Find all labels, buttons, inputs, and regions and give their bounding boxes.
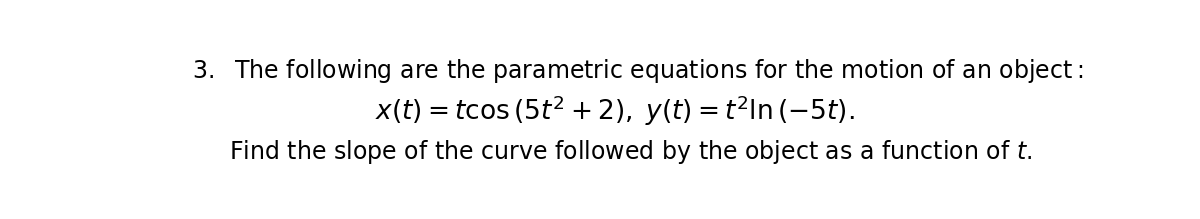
Text: $3.$  $\mathrm{The\ following\ are\ the\ parametric\ equations\ for\ the\ motion: $3.$ $\mathrm{The\ following\ are\ the\ … [192, 57, 1084, 85]
Text: $\mathrm{Find\ the\ slope\ of\ the\ curve\ followed\ by\ the\ object\ as\ a\ fun: $\mathrm{Find\ the\ slope\ of\ the\ curv… [229, 138, 1032, 166]
Text: $x(t) = t\cos\left(5t^2 + 2\right),\; y(t) = t^2\ln\left(-5t\right).$: $x(t) = t\cos\left(5t^2 + 2\right),\; y(… [376, 93, 854, 128]
